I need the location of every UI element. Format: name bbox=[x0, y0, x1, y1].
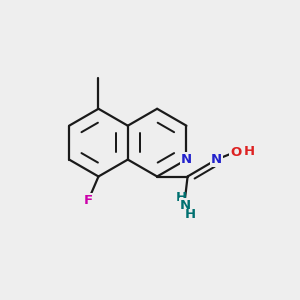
Text: O: O bbox=[230, 146, 241, 159]
Text: N: N bbox=[181, 153, 192, 166]
Text: H: H bbox=[244, 145, 255, 158]
Text: H: H bbox=[176, 190, 187, 203]
Text: N: N bbox=[211, 153, 222, 166]
Text: H: H bbox=[184, 208, 196, 221]
Text: F: F bbox=[84, 194, 93, 207]
Text: N: N bbox=[180, 199, 191, 212]
